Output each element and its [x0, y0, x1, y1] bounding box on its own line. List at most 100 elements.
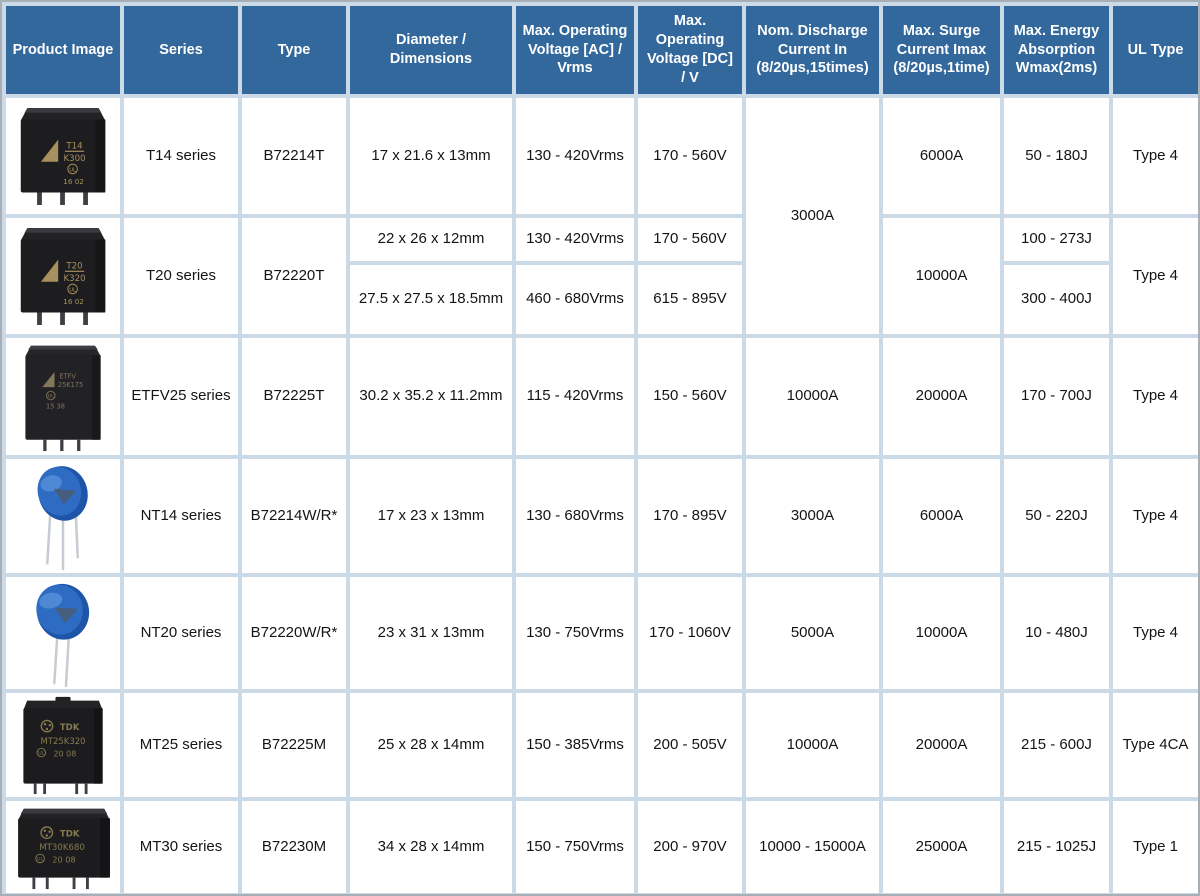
svg-text:MT25K320: MT25K320	[40, 737, 85, 747]
col-header-surge-current: Max. Surge Current Imax (8/20µs,1time)	[879, 2, 1004, 98]
t14-product-image: T14 K300 UL 16 02	[20, 108, 106, 205]
cell-series: NT14 series	[120, 455, 242, 577]
cell-voltage-ac: 130 - 420Vrms	[512, 213, 638, 266]
cell-voltage-ac: 130 - 680Vrms	[512, 455, 638, 577]
cell-type: B72225T	[238, 334, 350, 459]
cell-discharge-current: 10000A	[742, 689, 883, 801]
cell-energy: 215 - 1025J	[1000, 797, 1113, 894]
cell-voltage-ac: 150 - 385Vrms	[512, 689, 638, 801]
svg-text:TDK: TDK	[60, 723, 80, 733]
cell-type: B72220T	[238, 214, 350, 338]
cell-voltage-dc: 615 - 895V	[634, 261, 746, 338]
cell-voltage-dc: 170 - 1060V	[634, 573, 746, 693]
svg-text:UL: UL	[38, 751, 44, 757]
svg-text:K320: K320	[63, 274, 85, 284]
cell-voltage-dc: 170 - 560V	[634, 94, 746, 218]
product-image-cell	[2, 455, 124, 577]
cell-type: B72230M	[238, 797, 350, 894]
cell-voltage-dc: 150 - 560V	[634, 334, 746, 459]
svg-text:UL: UL	[69, 167, 76, 173]
cell-series: MT25 series	[120, 689, 242, 801]
cell-discharge-current: 10000 - 15000A	[742, 797, 883, 894]
table-row-t20-variant-2: 27.5 x 27.5 x 18.5mm 460 - 680Vrms 615 -…	[4, 261, 1198, 338]
cell-ul-type: Type 4	[1109, 455, 1198, 577]
col-header-type: Type	[238, 2, 350, 98]
table-row-t14: T14 K300 UL 16 02 T14 series B72214T 17 …	[2, 94, 1198, 338]
cell-ul-type: Type 4CA	[1109, 689, 1198, 801]
etfv25-product-image: ETFV 25K175 UL 15 38	[25, 345, 101, 452]
component-pins	[33, 783, 88, 795]
cell-dimensions: 34 x 28 x 14mm	[346, 797, 516, 894]
svg-text:MT30K680: MT30K680	[39, 843, 85, 853]
table-row-mt25: TDK MT25K320 UL 20 08 MT25 series B72225…	[2, 689, 1198, 801]
t20-product-image: T20 K320 UL 16 02	[20, 228, 106, 325]
cell-dimensions: 27.5 x 27.5 x 18.5mm	[346, 261, 516, 338]
cell-surge-current: 20000A	[879, 334, 1004, 459]
ul-certification-mark	[67, 163, 78, 175]
col-header-series: Series	[120, 2, 242, 98]
table-row-nt14: NT14 series B72214W/R* 17 x 23 x 13mm 13…	[2, 455, 1198, 577]
component-pins	[32, 877, 89, 890]
product-image-cell: T20 K320 UL 16 02	[2, 214, 124, 338]
component-pins	[37, 312, 88, 325]
cell-surge-current: 25000A	[879, 797, 1004, 894]
ul-certification-mark	[35, 853, 45, 864]
cell-series: ETFV25 series	[120, 334, 242, 459]
cell-series: T20 series	[120, 214, 242, 338]
cell-dimensions: 22 x 26 x 12mm	[346, 213, 516, 266]
cell-discharge-current: 5000A	[742, 573, 883, 693]
cell-series: NT20 series	[120, 573, 242, 693]
cell-dimensions: 17 x 21.6 x 13mm	[346, 94, 516, 218]
cell-dimensions: 17 x 23 x 13mm	[346, 455, 516, 577]
cell-energy: 215 - 600J	[1000, 689, 1113, 801]
cell-discharge-current: 10000A	[742, 334, 883, 459]
cell-energy: 50 - 220J	[1000, 455, 1113, 577]
col-header-ul-type: UL Type	[1109, 2, 1198, 98]
ul-certification-mark	[46, 390, 56, 401]
cell-energy: 50 - 180J	[1000, 94, 1113, 218]
cell-voltage-ac: 130 - 420Vrms	[512, 94, 638, 218]
cell-ul-type: Type 4	[1109, 573, 1198, 693]
tdk-logo-emblem	[40, 719, 54, 733]
product-image-cell: ETFV 25K175 UL 15 38	[2, 334, 124, 459]
cell-surge-current: 20000A	[879, 689, 1004, 801]
mt25-product-image: TDK MT25K320 UL 20 08	[23, 696, 103, 795]
col-header-voltage-ac: Max. Operating Voltage [AC] / Vrms	[512, 2, 638, 98]
cell-ul-type: Type 4	[1109, 94, 1198, 218]
cell-voltage-dc: 170 - 895V	[634, 455, 746, 577]
col-header-voltage-dc: Max. Operating Voltage [DC] / V	[634, 2, 746, 98]
cell-energy: 300 - 400J	[1000, 261, 1113, 338]
cell-surge-current: 6000A	[879, 455, 1004, 577]
tdk-logo-emblem	[40, 826, 54, 840]
svg-text:T14: T14	[65, 141, 82, 151]
svg-text:16 02: 16 02	[63, 297, 84, 306]
component-pins	[43, 439, 81, 452]
cell-dimensions: 23 x 31 x 13mm	[346, 573, 516, 693]
component-pins	[37, 192, 88, 205]
col-header-product-image: Product Image	[2, 2, 124, 98]
table-row-mt30: TDK MT30K680 UL 20 08 MT30 series B72230…	[2, 797, 1198, 894]
cell-ul-type: Type 4	[1109, 334, 1198, 459]
cell-type: B72220W/R*	[238, 573, 350, 693]
cell-series: T14 series	[120, 94, 242, 218]
cell-dimensions: 30.2 x 35.2 x 11.2mm	[346, 334, 516, 459]
cell-energy: 10 - 480J	[1000, 573, 1113, 693]
cell-energy: 170 - 700J	[1000, 334, 1113, 459]
col-header-discharge-current: Nom. Discharge Current In (8/20µs,15time…	[742, 2, 883, 98]
col-header-energy: Max. Energy Absorption Wmax(2ms)	[1000, 2, 1113, 98]
cell-discharge-current: 3000A	[742, 455, 883, 577]
nt14-product-image	[37, 466, 88, 571]
svg-text:T20: T20	[65, 261, 82, 271]
cell-series: MT30 series	[120, 797, 242, 894]
cell-voltage-dc: 170 - 560V	[634, 213, 746, 266]
lead-wires	[53, 635, 71, 687]
svg-text:UL: UL	[37, 857, 43, 863]
table-row-nt20: NT20 series B72220W/R* 23 x 31 x 13mm 13…	[2, 573, 1198, 693]
svg-text:K300: K300	[63, 154, 85, 164]
cell-voltage-ac: 130 - 750Vrms	[512, 573, 638, 693]
svg-text:TDK: TDK	[60, 829, 80, 839]
svg-text:25K175: 25K175	[58, 381, 83, 389]
cell-type: B72225M	[238, 689, 350, 801]
